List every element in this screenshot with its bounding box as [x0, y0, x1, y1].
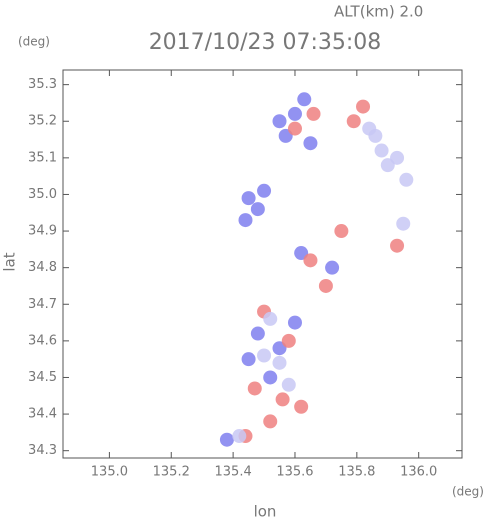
radar-echo	[241, 191, 256, 206]
y-tick-label: 35.3	[28, 77, 57, 92]
radar-echo	[263, 311, 278, 326]
x-tick-label: 135.6	[276, 465, 313, 480]
radar-echo	[396, 216, 411, 231]
radar-echo	[287, 121, 302, 136]
radar-echo	[257, 183, 272, 198]
y-tick-label: 34.3	[28, 443, 57, 458]
radar-echo	[263, 414, 278, 429]
radar-echo	[257, 348, 272, 363]
radar-echo	[325, 260, 340, 275]
y-tick-label: 34.4	[28, 407, 57, 422]
y-tick-label: 34.6	[28, 333, 57, 348]
radar-echo	[275, 392, 290, 407]
radar-echo	[281, 333, 296, 348]
radar-echo	[250, 326, 265, 341]
radar-echo	[232, 429, 247, 444]
radar-echo	[303, 136, 318, 151]
radar-echo	[297, 92, 312, 107]
radar-echo	[334, 224, 349, 239]
x-tick-label: 135.0	[91, 465, 128, 480]
radar-echo	[390, 238, 405, 253]
y-unit: (deg)	[18, 35, 50, 49]
radar-echo	[287, 315, 302, 330]
y-tick-label: 34.5	[28, 370, 57, 385]
x-tick-label: 135.2	[153, 465, 190, 480]
y-tick-label: 34.9	[28, 224, 57, 239]
chart-title: 2017/10/23 07:35:08	[149, 30, 382, 55]
radar-echo	[294, 399, 309, 414]
x-unit: (deg)	[452, 485, 484, 499]
x-tick-label: 135.8	[338, 465, 375, 480]
y-axis-label: lat	[1, 252, 19, 271]
radar-echo	[238, 213, 253, 228]
y-tick-label: 34.8	[28, 260, 57, 275]
x-tick-label: 136.0	[400, 465, 437, 480]
radar-echo	[346, 114, 361, 129]
y-tick-label: 35.0	[28, 187, 57, 202]
y-tick-label: 34.7	[28, 297, 57, 312]
radar-echo	[250, 202, 265, 217]
radar-echo	[303, 253, 318, 268]
radar-echo	[241, 352, 256, 367]
radar-echo	[356, 99, 371, 114]
y-tick-label: 35.1	[28, 150, 57, 165]
radar-echo	[272, 355, 287, 370]
y-tick-label: 35.2	[28, 114, 57, 129]
altitude-label: ALT(km) 2.0	[334, 3, 423, 21]
radar-echo	[219, 432, 234, 447]
radar-echo	[272, 114, 287, 129]
radar-echo	[374, 143, 389, 158]
plot-frame	[62, 69, 463, 459]
radar-echo	[263, 370, 278, 385]
radar-echo	[247, 381, 262, 396]
x-tick-label: 135.4	[215, 465, 252, 480]
x-axis-label: lon	[254, 503, 277, 521]
radar-echo	[380, 158, 395, 173]
radar-echo	[306, 106, 321, 121]
radar-echo	[362, 121, 377, 136]
radar-echo	[399, 172, 414, 187]
radar-echo	[318, 278, 333, 293]
radar-echo	[287, 106, 302, 121]
radar-echo	[281, 377, 296, 392]
